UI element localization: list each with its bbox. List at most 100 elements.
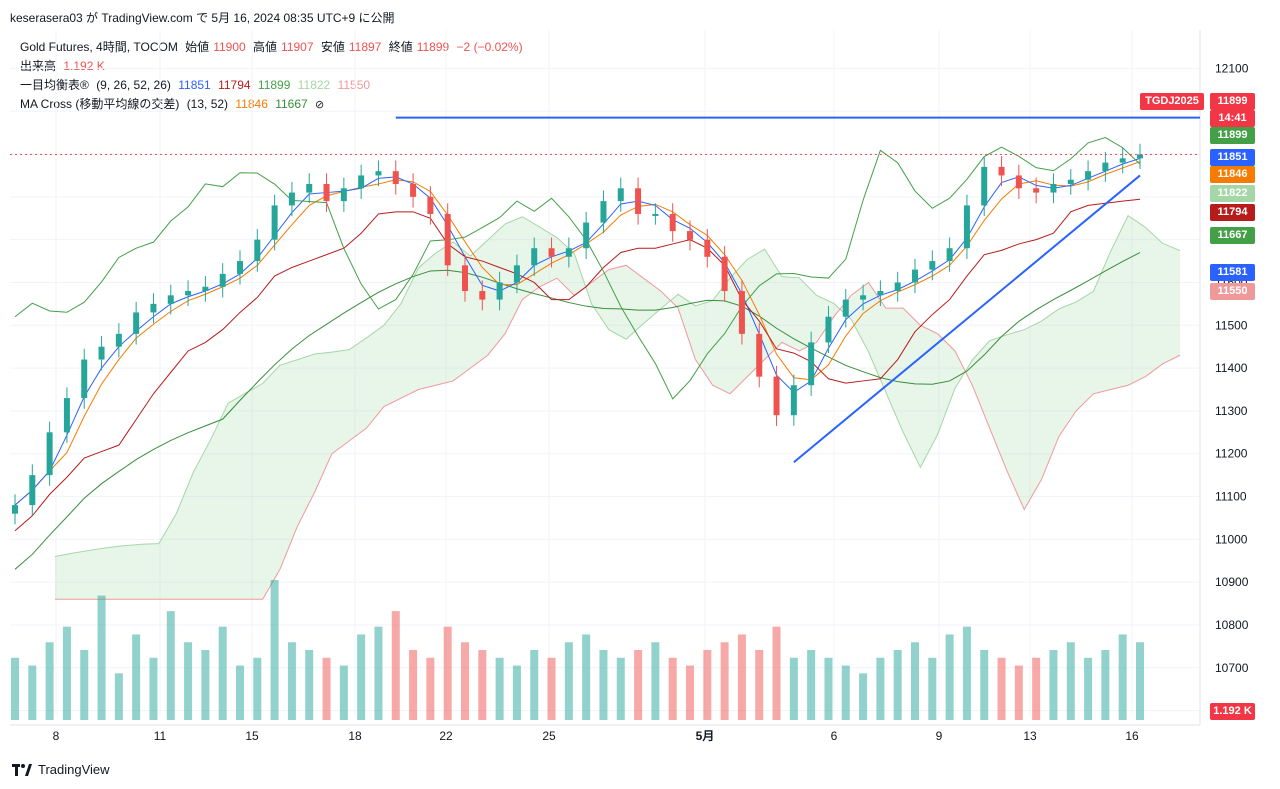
volume-bar bbox=[1101, 650, 1110, 720]
volume-bar bbox=[132, 634, 141, 720]
volume-bar bbox=[1049, 650, 1058, 720]
y-tick-label: 10800 bbox=[1215, 618, 1249, 632]
candle-body bbox=[738, 291, 745, 334]
candle-body bbox=[912, 269, 918, 283]
candle-body bbox=[358, 175, 365, 189]
volume-bar bbox=[270, 580, 279, 720]
legend: Gold Futures, 4時間, TOCOM 始値 11900 高値 11907… bbox=[20, 38, 527, 115]
candle-body bbox=[652, 213, 659, 216]
volume-bar bbox=[599, 650, 608, 720]
volume-bar bbox=[772, 626, 781, 720]
candle-body bbox=[288, 192, 295, 206]
low-value: 11897 bbox=[348, 40, 382, 54]
candle-body bbox=[444, 213, 451, 266]
candle-body bbox=[963, 205, 970, 249]
volume-bar bbox=[859, 673, 868, 720]
price-chart[interactable]: 1210012000119001180011700116001150011400… bbox=[0, 0, 1280, 760]
price-badge: 11822 bbox=[1210, 185, 1255, 202]
ichimoku-label[interactable]: 一目均衡表® bbox=[20, 78, 89, 92]
symbol-label[interactable]: Gold Futures, 4時間, TOCOM bbox=[20, 40, 178, 54]
volume-bar bbox=[253, 657, 262, 720]
candle-body bbox=[323, 184, 330, 202]
y-tick-label: 10700 bbox=[1215, 661, 1249, 675]
price-badge: 11794 bbox=[1210, 204, 1255, 221]
candle-body bbox=[531, 248, 538, 266]
ichimoku-cloud bbox=[55, 215, 1180, 600]
volume-bar bbox=[1136, 642, 1144, 720]
candle-body bbox=[929, 261, 936, 270]
candle-body bbox=[808, 342, 815, 386]
candle-body bbox=[63, 398, 70, 433]
candle-body bbox=[375, 171, 382, 176]
high-value: 11907 bbox=[281, 40, 314, 54]
open-value: 11900 bbox=[213, 40, 246, 54]
volume-bar bbox=[980, 650, 989, 720]
candle-body bbox=[513, 265, 520, 283]
volume-bar bbox=[149, 657, 158, 720]
tradingview-logo-icon bbox=[12, 763, 32, 776]
macross-label[interactable]: MA Cross (移動平均線の交差) bbox=[20, 97, 180, 111]
volume-bar bbox=[409, 650, 418, 720]
footer-brand[interactable]: TradingView bbox=[38, 762, 110, 777]
candle-body bbox=[565, 248, 572, 257]
change-value: −2 (−0.02%) bbox=[456, 40, 523, 54]
y-tick-label: 11200 bbox=[1215, 447, 1248, 461]
volume-bar bbox=[945, 634, 954, 720]
volume-bar bbox=[928, 657, 937, 720]
candle-body bbox=[790, 385, 797, 416]
volume-bar bbox=[651, 642, 660, 720]
volume-bar bbox=[287, 642, 296, 720]
candle-body bbox=[635, 188, 642, 214]
price-badge: 11851 bbox=[1210, 149, 1255, 166]
volume-label[interactable]: 出来高 bbox=[20, 59, 57, 73]
x-tick-label: 13 bbox=[1023, 729, 1037, 743]
volume-bar bbox=[737, 634, 746, 720]
candle-body bbox=[167, 295, 174, 304]
candle-body bbox=[237, 261, 243, 274]
span-a-line bbox=[54, 214, 1181, 557]
candle-body bbox=[617, 188, 624, 202]
candle-body bbox=[12, 505, 18, 514]
candle-body bbox=[150, 303, 157, 313]
candle-body bbox=[548, 248, 555, 257]
low-label: 安値 bbox=[320, 40, 345, 54]
ma-slow-value: 11667 bbox=[275, 97, 308, 111]
volume-bar bbox=[374, 626, 383, 720]
price-badge: 11581 bbox=[1210, 264, 1255, 281]
candle-body bbox=[773, 376, 780, 416]
price-badge: 1.192 K bbox=[1210, 703, 1255, 720]
volume-bar bbox=[80, 650, 89, 720]
volume-bar bbox=[547, 657, 556, 720]
volume-bar bbox=[11, 657, 19, 720]
candle-body bbox=[894, 282, 901, 292]
legend-volume: 出来高 1.192 K bbox=[20, 57, 527, 76]
y-tick-label: 12100 bbox=[1215, 61, 1249, 75]
kijun-value: 11794 bbox=[218, 78, 251, 92]
candle-body bbox=[600, 201, 607, 223]
volume-bar bbox=[512, 665, 521, 720]
volume-bar bbox=[703, 650, 712, 720]
eye-slash-icon[interactable]: ⊘ bbox=[315, 99, 325, 111]
volume-bar bbox=[616, 657, 625, 720]
candle-body bbox=[1085, 171, 1092, 180]
trendline bbox=[793, 174, 1141, 464]
price-badge: TGDJ2025 bbox=[1140, 93, 1204, 110]
spanA-value: 11822 bbox=[297, 78, 331, 92]
candle-body bbox=[669, 213, 676, 232]
volume-bar bbox=[478, 650, 487, 720]
volume-bar bbox=[184, 642, 193, 720]
x-tick-label: 15 bbox=[245, 729, 259, 743]
candle-body bbox=[479, 291, 486, 300]
volume-bar bbox=[339, 665, 348, 720]
volume-bar bbox=[876, 657, 885, 720]
volume-bar bbox=[789, 657, 798, 720]
ichimoku-params: (9, 26, 52, 26) bbox=[96, 78, 171, 92]
x-tick-label: 5月 bbox=[696, 729, 715, 743]
candle-body bbox=[340, 188, 347, 202]
legend-ichimoku: 一目均衡表® (9, 26, 52, 26) 11851 11794 11899… bbox=[20, 76, 527, 95]
candle-body bbox=[29, 475, 36, 506]
candle-body bbox=[1102, 162, 1109, 172]
volume-bar bbox=[824, 657, 833, 720]
x-tick-label: 16 bbox=[1125, 729, 1139, 743]
candle-body bbox=[1067, 179, 1074, 184]
